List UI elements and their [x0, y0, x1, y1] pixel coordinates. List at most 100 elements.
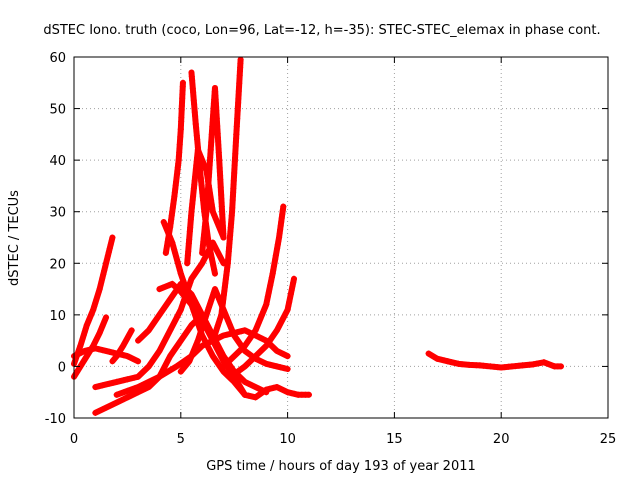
data-point	[102, 263, 109, 270]
data-point	[241, 342, 248, 349]
data-point	[163, 369, 170, 376]
data-point	[202, 315, 209, 322]
data-point	[170, 197, 177, 204]
data-point	[147, 324, 154, 331]
data-point	[228, 325, 235, 332]
data-point	[290, 279, 297, 286]
data-point	[169, 204, 176, 211]
data-point	[255, 350, 262, 357]
y-tick-label: 50	[49, 103, 66, 118]
data-point	[97, 326, 104, 333]
data-point	[131, 356, 138, 363]
y-tick-label: 30	[49, 206, 66, 221]
data-point	[78, 339, 85, 346]
data-point	[152, 354, 159, 361]
data-point	[197, 263, 204, 270]
data-point	[235, 338, 242, 345]
data-point	[169, 293, 176, 300]
data-point	[172, 317, 179, 324]
data-point	[186, 294, 193, 301]
data-point	[183, 287, 190, 294]
data-point	[186, 358, 193, 365]
data-point	[126, 330, 133, 337]
data-point	[171, 290, 178, 297]
data-point	[107, 241, 114, 248]
data-point	[154, 314, 161, 321]
data-point	[173, 343, 180, 350]
data-point	[192, 269, 199, 276]
data-point	[268, 278, 275, 285]
data-point	[108, 238, 115, 245]
data-point	[206, 243, 213, 250]
data-point	[197, 330, 204, 337]
data-point	[98, 278, 105, 285]
data-point	[187, 298, 194, 305]
data-point	[161, 363, 168, 370]
data-point	[196, 333, 203, 340]
data-point	[225, 317, 232, 324]
y-tick-label: -10	[45, 412, 66, 427]
data-point	[170, 243, 177, 250]
data-point	[246, 336, 253, 343]
data-point	[180, 277, 187, 284]
data-point	[85, 319, 92, 326]
data-point	[216, 253, 223, 260]
data-point	[270, 362, 277, 369]
data-point	[268, 274, 275, 281]
data-point	[275, 323, 282, 330]
data-point	[208, 349, 215, 356]
data-point	[175, 340, 182, 347]
data-point	[284, 306, 291, 313]
data-point	[160, 305, 167, 312]
data-point	[544, 360, 551, 367]
data-point	[169, 208, 176, 215]
data-point	[291, 275, 298, 282]
data-point	[199, 157, 206, 164]
data-point	[131, 385, 138, 392]
data-point	[207, 247, 214, 254]
data-point	[93, 296, 100, 303]
data-point	[249, 393, 255, 400]
data-point	[156, 311, 163, 318]
data-point	[93, 336, 100, 343]
data-point	[189, 351, 196, 358]
data-point	[138, 382, 145, 389]
series-5	[109, 327, 135, 365]
data-point	[156, 373, 163, 380]
data-point	[236, 347, 243, 354]
data-point	[124, 353, 131, 360]
data-point	[266, 361, 273, 368]
data-point	[275, 238, 282, 245]
x-tick-label: 20	[493, 432, 510, 447]
data-point	[273, 363, 280, 370]
data-point	[91, 339, 98, 346]
data-point	[239, 376, 246, 383]
data-point	[103, 314, 110, 321]
data-point	[103, 260, 110, 267]
series-14	[199, 84, 227, 256]
data-point	[209, 208, 216, 215]
data-point	[273, 347, 280, 354]
data-point	[106, 380, 113, 387]
series-12	[177, 286, 291, 375]
data-point	[143, 366, 150, 373]
data-point	[281, 365, 288, 372]
data-point	[171, 346, 178, 353]
data-point	[110, 349, 117, 356]
data-point	[279, 317, 286, 324]
data-point	[200, 335, 207, 342]
data-point	[278, 215, 285, 222]
data-point	[190, 347, 197, 354]
data-point	[259, 359, 266, 366]
data-point	[97, 282, 104, 289]
data-point	[548, 362, 555, 369]
data-point	[264, 297, 271, 304]
data-point	[214, 359, 221, 366]
data-point	[444, 358, 451, 365]
data-point	[173, 253, 180, 260]
data-point	[121, 339, 128, 346]
data-point	[200, 256, 207, 263]
data-point	[194, 337, 201, 344]
data-point	[169, 350, 176, 357]
data-point	[120, 389, 127, 396]
